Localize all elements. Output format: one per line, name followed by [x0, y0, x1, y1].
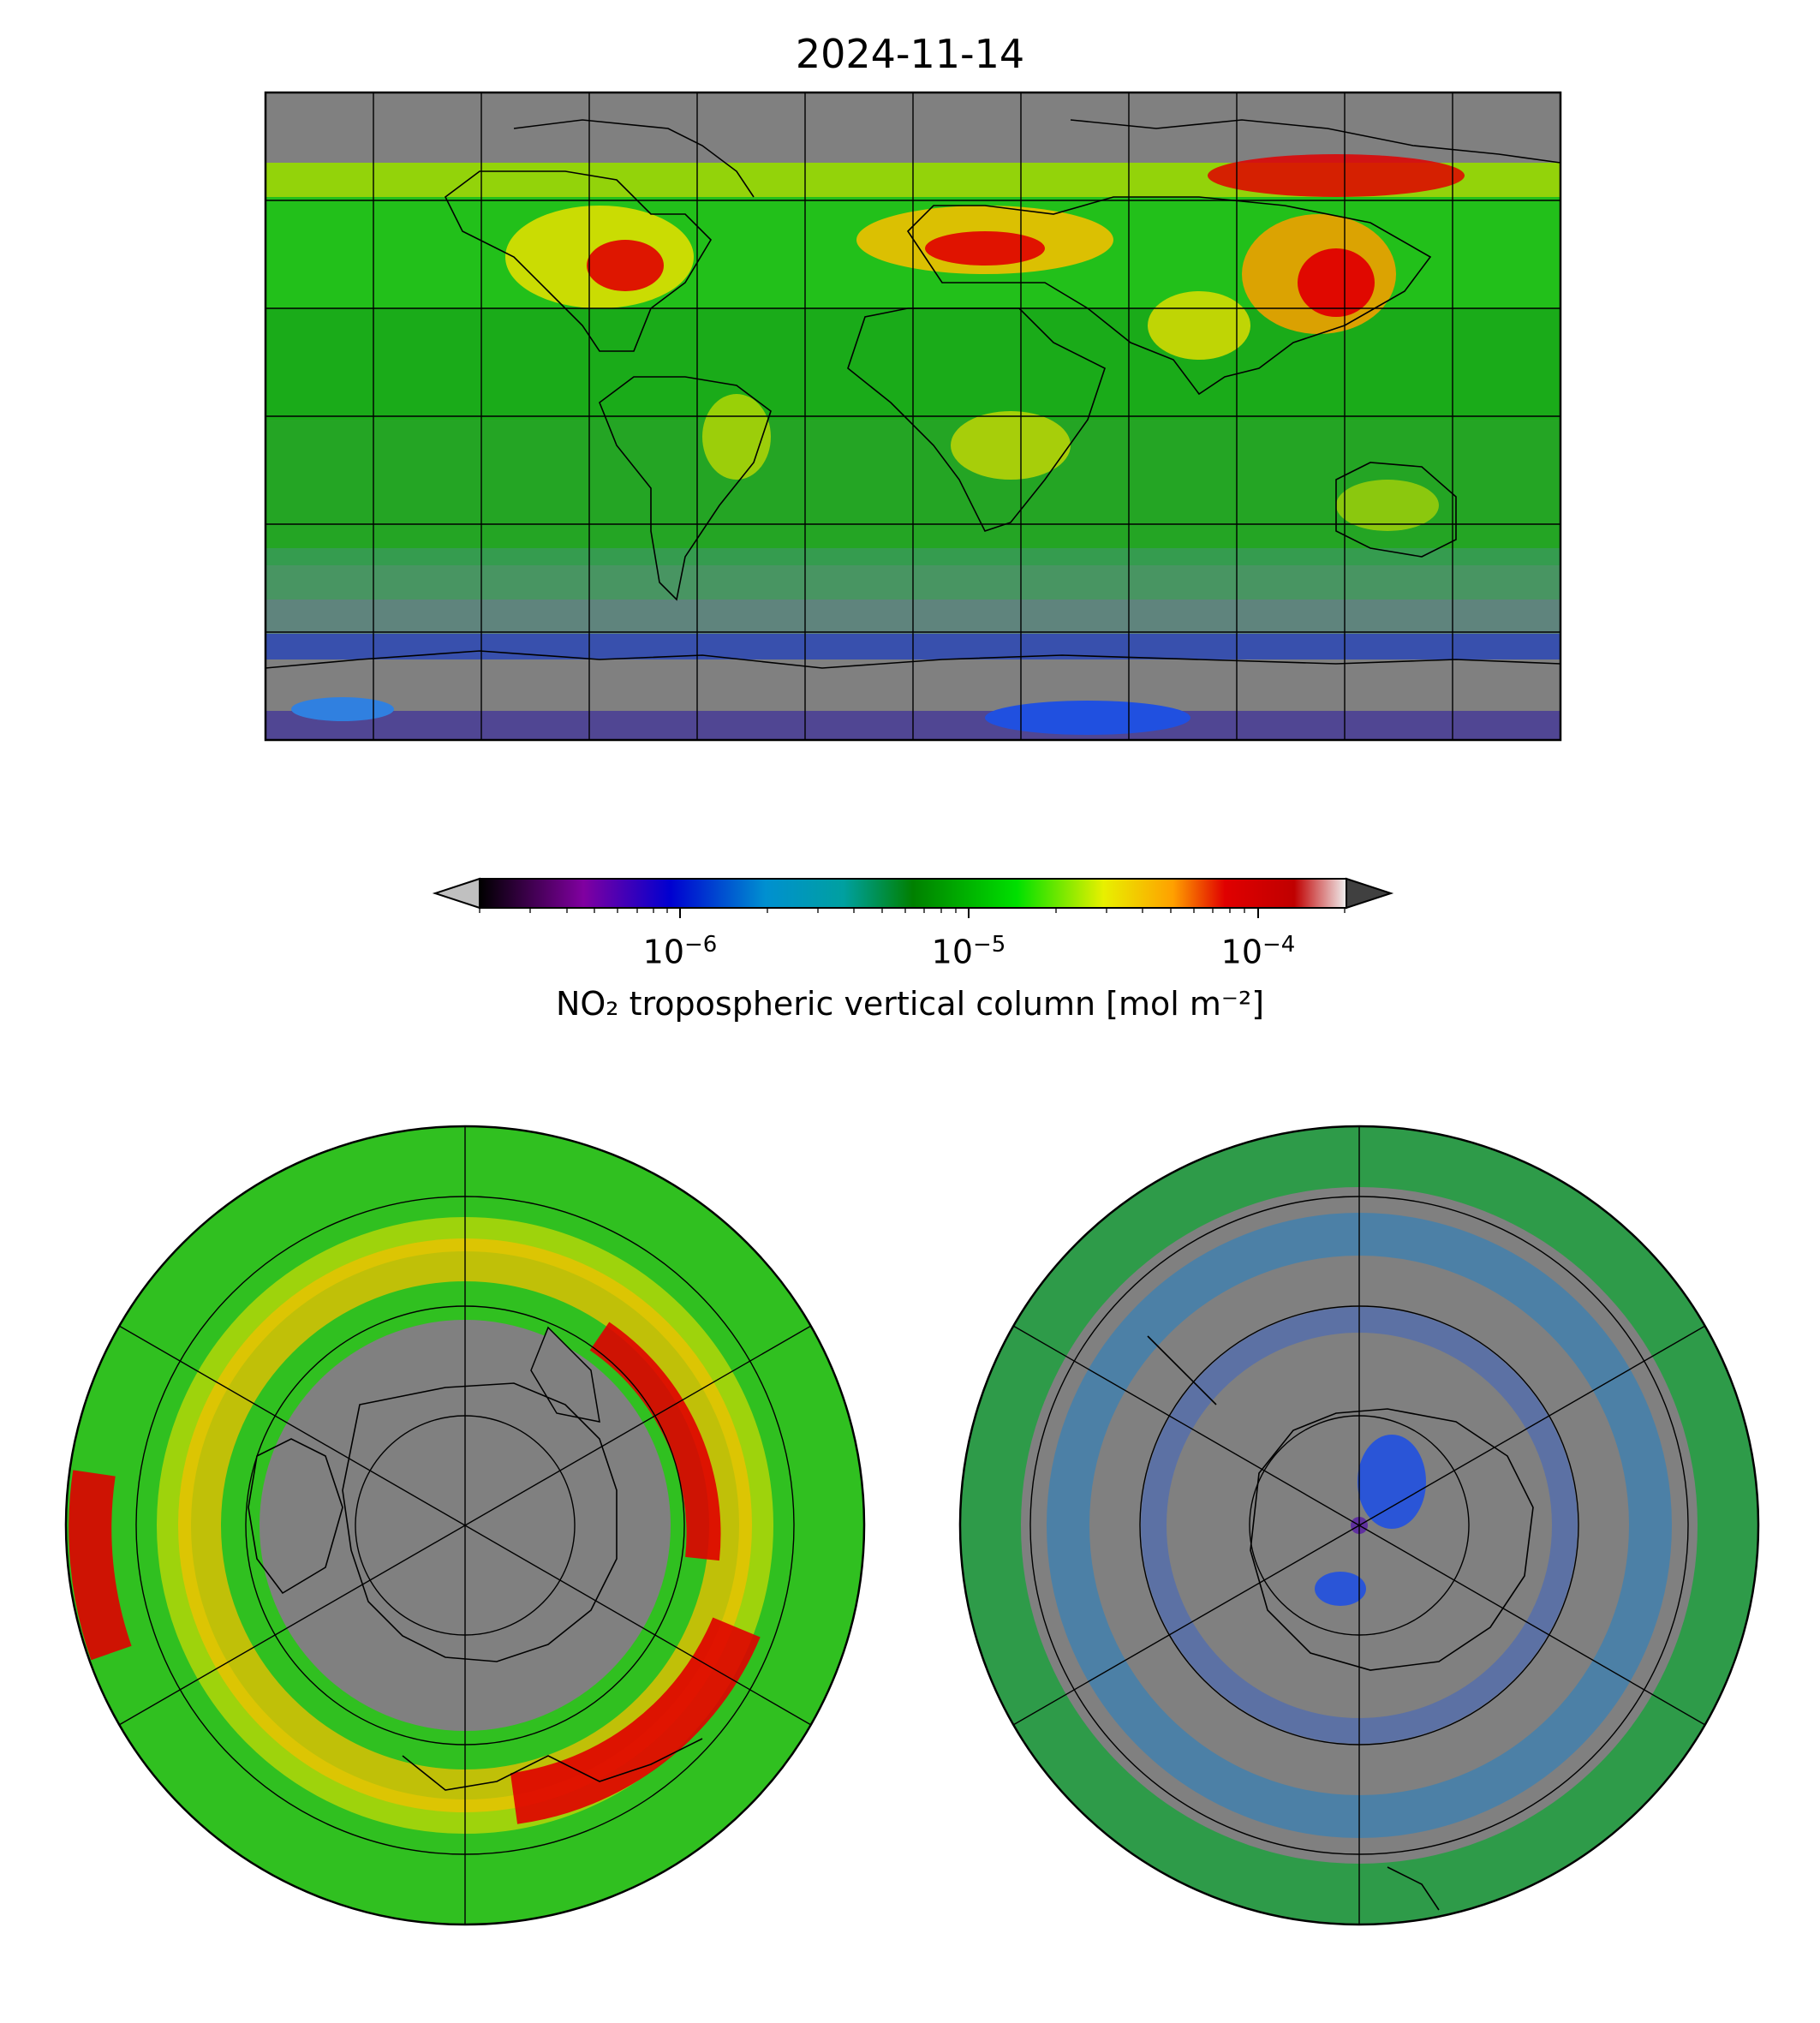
colorbar-tick-label: 10−6	[642, 932, 718, 971]
colorbar-label: NO₂ tropospheric vertical column [mol m⁻…	[555, 985, 1265, 1023]
colorbar-under-extension	[432, 877, 480, 910]
europe-coastline	[402, 1738, 703, 1791]
north-polar-map	[66, 1126, 864, 1925]
arctic-coast	[1070, 119, 1560, 164]
greenland-coast	[513, 119, 755, 198]
south-america-hotspot	[702, 394, 771, 480]
south-america-coast	[599, 376, 772, 601]
siberia-hotspot	[1208, 154, 1465, 197]
colorbar-major-ticks	[679, 908, 1259, 918]
north-america-coast	[444, 170, 713, 352]
eurasia-coast	[906, 196, 1432, 396]
global-map-frame	[264, 91, 1562, 742]
south-polar-map	[960, 1126, 1758, 1925]
south-polar-frame	[958, 1125, 1760, 1926]
australia-hotspot	[1336, 480, 1439, 531]
europe-hotspot-north	[510, 1617, 761, 1824]
colorbar-gradient	[479, 878, 1347, 909]
new-zealand-coast	[1387, 1866, 1440, 1911]
north-no2-ring	[178, 1238, 753, 1812]
north-polar-frame	[64, 1125, 866, 1926]
antarctica-coast	[266, 650, 1560, 669]
colorbar-tick-label: 10−4	[1220, 932, 1296, 971]
canadian-archipelago	[248, 1438, 343, 1595]
colorbar-minor-ticks	[479, 908, 1346, 913]
ross-sea-patch-south	[1358, 1435, 1426, 1529]
north-graticule	[118, 1126, 812, 1925]
antarctic-peninsula	[1147, 1335, 1217, 1405]
global-coastlines	[266, 119, 1560, 669]
antarctica-coast-south	[1250, 1408, 1534, 1671]
india-hotspot	[1148, 291, 1250, 360]
map-title: 2024-11-14	[795, 31, 1025, 77]
colorbar-tick-label: 10−5	[931, 932, 1006, 971]
antarctica-coastline-south	[1147, 1335, 1534, 1911]
colorbar-over-extension	[1346, 877, 1394, 910]
south-graticule	[1012, 1126, 1706, 1925]
colorbar	[432, 877, 1394, 918]
ross-sea-patch	[985, 701, 1190, 735]
global-map	[266, 92, 1560, 740]
australia-coast	[1335, 462, 1457, 558]
africa-hotspot	[951, 411, 1071, 480]
global-graticule	[266, 92, 1560, 740]
